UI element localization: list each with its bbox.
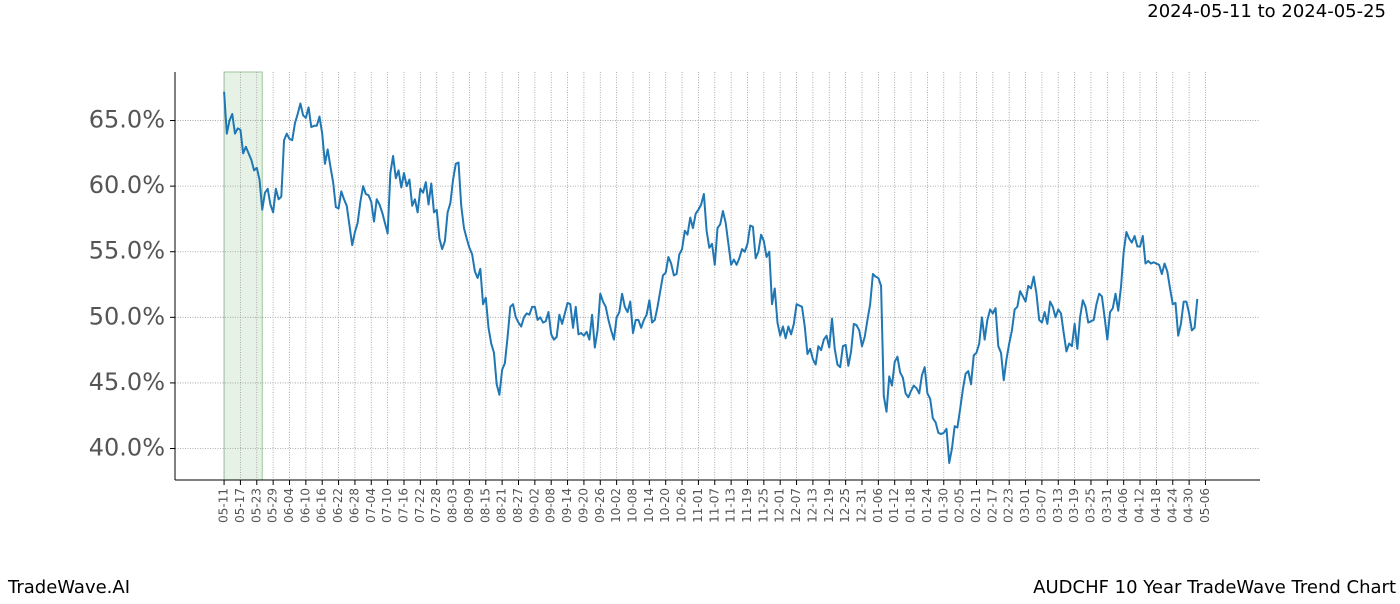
x-tick-label: 11-07 <box>707 488 721 523</box>
x-tick-label: 03-07 <box>1034 488 1048 523</box>
x-tick-label: 02-23 <box>1002 488 1016 523</box>
x-tick-label: 03-25 <box>1083 488 1097 523</box>
x-tick-label: 10-02 <box>609 488 623 523</box>
x-tick-label: 10-14 <box>642 488 656 523</box>
date-range: 2024-05-11 to 2024-05-25 <box>1147 1 1386 22</box>
x-tick-label: 05-23 <box>249 488 263 523</box>
x-tick-label: 11-19 <box>740 488 754 523</box>
x-tick-label: 08-09 <box>462 488 476 523</box>
x-tick-label: 07-16 <box>396 488 410 523</box>
x-tick-label: 08-21 <box>495 488 509 523</box>
x-tick-label: 06-16 <box>315 488 329 523</box>
x-tick-label: 07-04 <box>364 488 378 523</box>
x-tick-label: 01-06 <box>871 488 885 523</box>
x-tick-label: 11-13 <box>724 488 738 523</box>
x-tick-label: 06-04 <box>282 488 296 523</box>
y-tick-label: 45.0% <box>89 368 165 396</box>
x-tick-label: 12-07 <box>789 488 803 523</box>
x-tick-label: 04-30 <box>1182 488 1196 523</box>
x-tick-label: 10-26 <box>675 488 689 523</box>
brand: TradeWave.AI <box>7 577 130 598</box>
x-tick-label: 03-01 <box>1018 488 1032 523</box>
x-tick-label: 08-03 <box>446 488 460 523</box>
x-tick-label: 05-06 <box>1198 488 1212 523</box>
x-tick-label: 02-17 <box>985 488 999 523</box>
x-tick-label: 09-14 <box>560 488 574 523</box>
x-tick-label: 12-01 <box>773 488 787 523</box>
x-tick-label: 07-28 <box>429 488 443 523</box>
x-tick-label: 07-22 <box>413 488 427 523</box>
x-tick-label: 09-02 <box>527 488 541 523</box>
x-tick-label: 02-05 <box>953 488 967 523</box>
x-tick-label: 09-20 <box>576 488 590 523</box>
x-tick-label: 05-29 <box>266 488 280 523</box>
highlight-band <box>223 71 263 481</box>
y-tick-label: 50.0% <box>89 302 165 330</box>
x-tick-label: 04-24 <box>1165 488 1179 523</box>
y-tick-label: 65.0% <box>89 106 165 134</box>
x-tick-label: 06-28 <box>347 488 361 523</box>
x-tick-label: 12-25 <box>838 488 852 523</box>
x-tick-label: 12-19 <box>822 488 836 523</box>
x-tick-label: 01-12 <box>887 488 901 523</box>
y-tick-label: 40.0% <box>89 434 165 462</box>
x-tick-label: 02-11 <box>969 488 983 523</box>
x-tick-label: 10-20 <box>658 488 672 523</box>
x-tick-label: 10-08 <box>625 488 639 523</box>
x-tick-label: 05-11 <box>217 488 231 523</box>
x-tick-label: 11-25 <box>756 488 770 523</box>
x-tick-label: 01-24 <box>920 488 934 523</box>
x-tick-label: 03-31 <box>1100 488 1114 523</box>
x-tick-label: 09-08 <box>544 488 558 523</box>
x-tick-label: 06-22 <box>331 488 345 523</box>
x-tick-label: 03-13 <box>1051 488 1065 523</box>
x-tick-label: 06-10 <box>298 488 312 523</box>
x-tick-label: 04-18 <box>1149 488 1163 523</box>
y-tick-label: 60.0% <box>89 171 165 199</box>
line <box>223 91 1199 464</box>
x-tick-label: 04-06 <box>1116 488 1130 523</box>
x-tick-label: 01-30 <box>936 488 950 523</box>
x-tick-label: 12-31 <box>854 488 868 523</box>
x-tick-label: 08-27 <box>511 488 525 523</box>
x-tick-label: 09-26 <box>593 488 607 523</box>
y-tick-label: 55.0% <box>89 237 165 265</box>
x-tick-label: 12-13 <box>805 488 819 523</box>
x-tick-label: 05-17 <box>233 488 247 523</box>
x-tick-label: 03-19 <box>1067 488 1081 523</box>
x-tick-label: 04-12 <box>1133 488 1147 523</box>
x-tick-label: 08-15 <box>478 488 492 523</box>
x-tick-label: 07-10 <box>380 488 394 523</box>
x-tick-label: 01-18 <box>904 488 918 523</box>
chart-title: AUDCHF 10 Year TradeWave Trend Chart <box>1033 577 1396 598</box>
x-tick-label: 11-01 <box>691 488 705 523</box>
